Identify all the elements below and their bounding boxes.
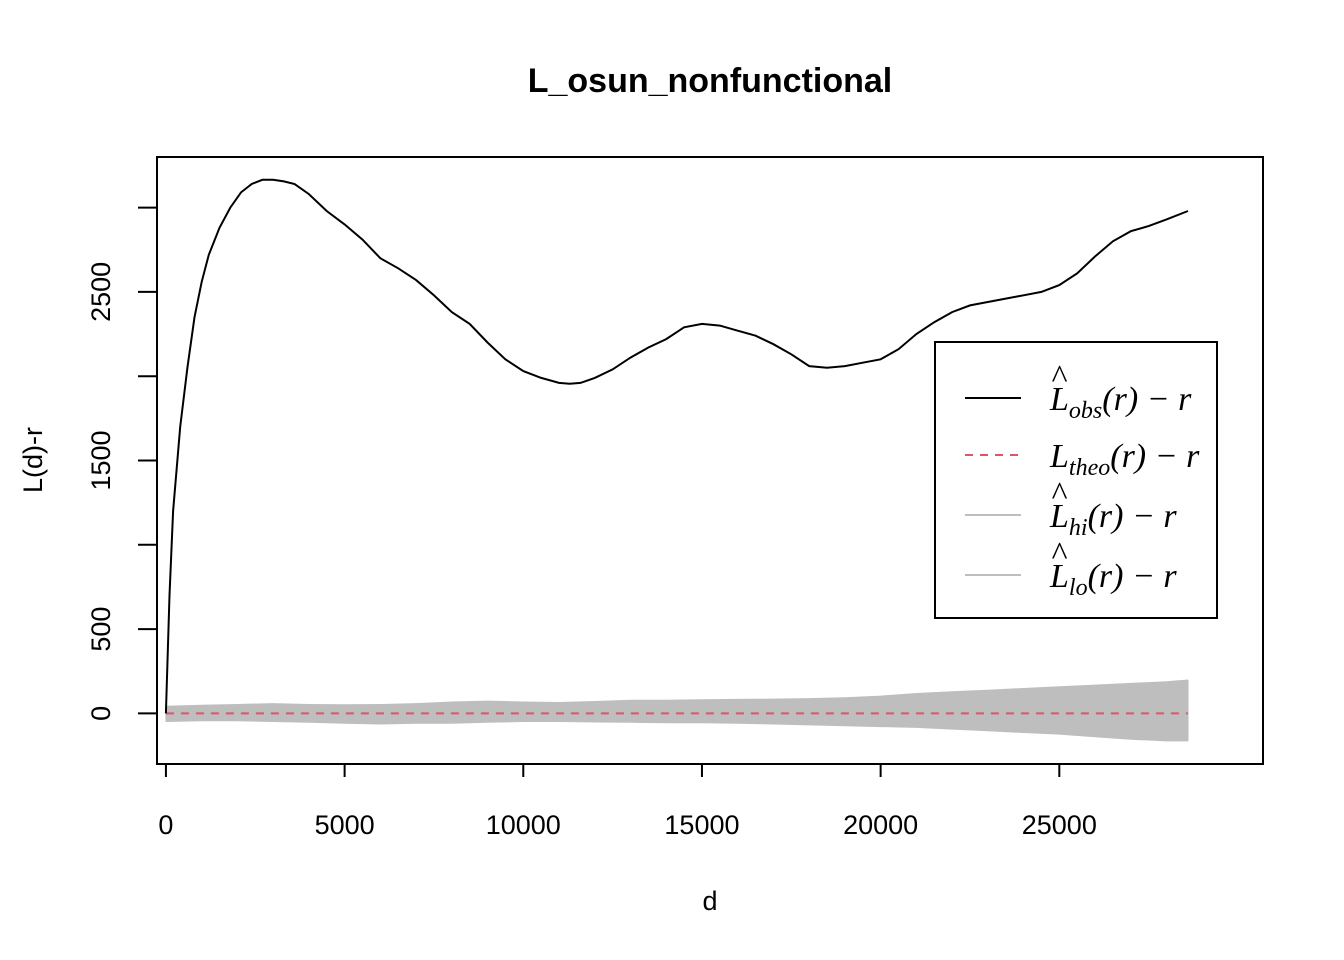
legend-label-lo: Llo(r) − r (1049, 558, 1177, 601)
y-tick-label: 2500 (86, 262, 116, 322)
x-tick-label: 15000 (664, 810, 739, 840)
x-tick-label: 10000 (486, 810, 561, 840)
y-axis-label: L(d)-r (18, 427, 48, 493)
y-tick-label: 500 (86, 607, 116, 652)
y-tick-label: 1500 (86, 430, 116, 490)
legend-hat-lo: ^ (1051, 536, 1068, 573)
x-tick-label: 20000 (843, 810, 918, 840)
series-line-obs (164, 178, 1189, 714)
y-axis: 0 500 1500 2500 (86, 206, 158, 721)
legend-box (934, 341, 1218, 619)
envelope-band (165, 679, 1189, 741)
x-tick-label: 25000 (1022, 810, 1097, 840)
chart-title: L_osun_nonfunctional (528, 62, 893, 100)
legend-label-hi: Lhi(r) − r (1049, 498, 1177, 541)
series-line-lo (165, 719, 1188, 742)
x-tick-label: 5000 (315, 810, 375, 840)
y-tick-label: 0 (86, 706, 116, 721)
series-line-hi (165, 679, 1189, 708)
legend-hat-hi: ^ (1051, 476, 1068, 513)
plot-marks (164, 178, 1189, 742)
x-tick-label: 0 (158, 810, 173, 840)
x-axis: 0 5000 10000 15000 20000 25000 (158, 763, 1097, 840)
legend-hat-obs: ^ (1051, 359, 1068, 396)
legend-label-theo: Ltheo(r) − r (1049, 438, 1200, 481)
x-axis-label: d (702, 886, 717, 916)
